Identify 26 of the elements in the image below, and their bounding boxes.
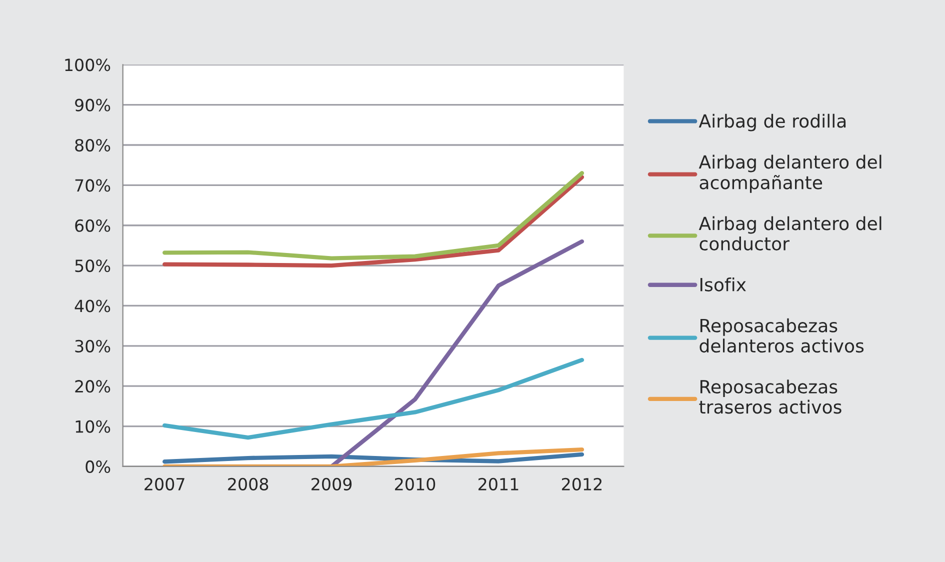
- x-tick-label: 2007: [144, 478, 184, 490]
- legend-label: Reposacabezas traseros activos: [699, 380, 842, 414]
- legend-label: Isofix: [700, 277, 746, 292]
- y-tick-label: 90%: [75, 98, 110, 112]
- x-tick-label: 2010: [395, 478, 436, 490]
- legend-label: Airbag de rodilla: [698, 114, 846, 132]
- legend-label: Airbag delantero del conductor: [698, 216, 882, 250]
- y-tick-label: 20%: [75, 380, 110, 393]
- y-tick-label: 30%: [75, 340, 110, 352]
- x-tick-label: 2012: [562, 478, 602, 490]
- line-series: [329, 239, 584, 466]
- y-tick-label: 60%: [75, 219, 110, 232]
- y-tick-label: 50%: [75, 260, 110, 272]
- y-tick-label: 100%: [65, 58, 110, 72]
- y-tick-label: 10%: [76, 420, 110, 433]
- legend-label: Airbag delantero del acompañante: [698, 154, 882, 193]
- y-tick-label: 0%: [86, 460, 110, 474]
- y-tick-label: 80%: [75, 138, 110, 152]
- x-tick-label: 2008: [228, 478, 268, 490]
- x-tick-label: 2009: [312, 478, 352, 490]
- legend-label: Reposacabezas delanteros activos: [700, 318, 864, 353]
- line-series: [162, 358, 584, 440]
- y-tick-label: 40%: [74, 300, 110, 312]
- y-tick-label: 70%: [75, 179, 110, 192]
- x-tick-label: 2011: [478, 478, 518, 490]
- line-series: [162, 448, 584, 466]
